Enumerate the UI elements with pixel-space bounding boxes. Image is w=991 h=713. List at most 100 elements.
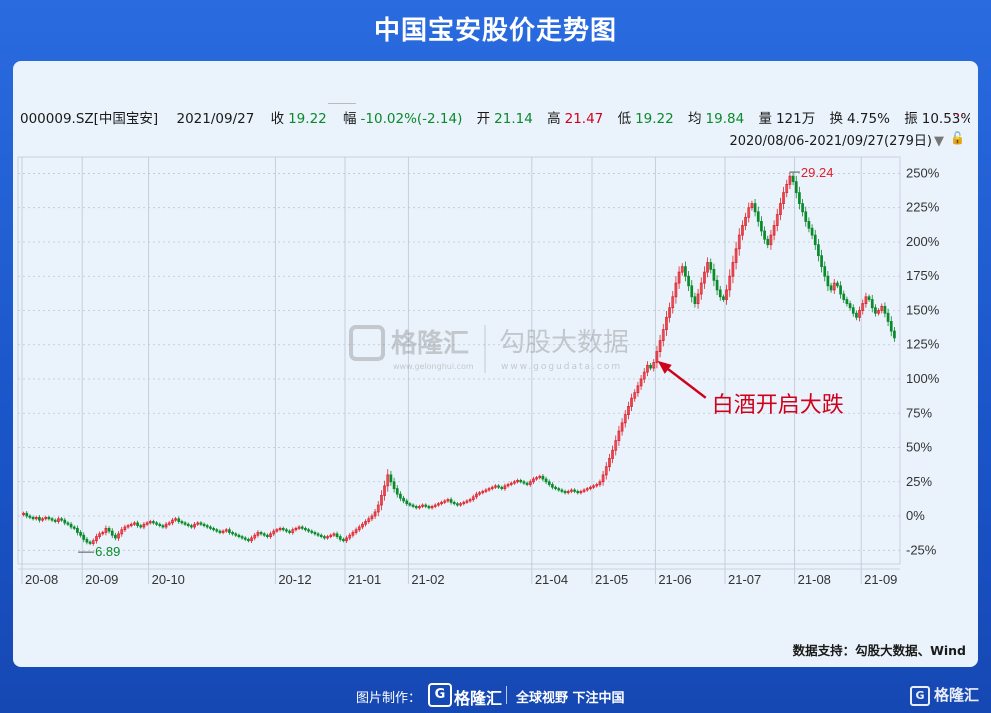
- candle: [148, 521, 152, 524]
- x-tick-label: 20-12: [278, 572, 311, 587]
- candle: [734, 248, 738, 263]
- watermark: 格隆汇 www.gelonghui.com 勾股大数据 www.gogudata.co…: [349, 325, 629, 373]
- candle: [174, 518, 177, 521]
- candle: [421, 504, 424, 507]
- high-value: 21.47: [564, 111, 604, 127]
- candle: [433, 504, 437, 507]
- y-tick-label: 200%: [906, 234, 940, 249]
- candle: [497, 485, 500, 488]
- candle: [516, 480, 519, 483]
- candle: [722, 296, 725, 300]
- page-title: 中国宝安股价走势图: [373, 16, 617, 46]
- change-label: 幅: [343, 111, 357, 127]
- watermark-left-brand: 格隆汇: [391, 328, 469, 359]
- candle: [880, 305, 884, 311]
- candle: [636, 385, 640, 394]
- candle: [674, 282, 678, 298]
- candle: [750, 203, 754, 209]
- candle: [60, 518, 63, 521]
- candle: [123, 526, 127, 531]
- candle: [782, 192, 785, 204]
- candle: [66, 522, 70, 525]
- candle: [133, 522, 136, 525]
- candle: [772, 225, 776, 236]
- candle: [449, 499, 453, 503]
- candle: [886, 312, 890, 322]
- candle: [798, 192, 801, 204]
- candle: [807, 221, 811, 229]
- stock-code: 000009.SZ[中国宝安]: [20, 111, 159, 127]
- candle: [478, 492, 481, 495]
- candle: [728, 275, 732, 291]
- candle: [228, 529, 231, 533]
- corner-logo: G 格隆汇: [909, 684, 979, 706]
- volume-value: 121万: [775, 111, 816, 127]
- candle: [395, 488, 399, 495]
- candle: [104, 527, 108, 533]
- candle: [617, 430, 621, 442]
- candle: [487, 488, 491, 491]
- candle: [373, 511, 377, 517]
- y-tick-label: 75%: [906, 405, 932, 420]
- candle: [766, 238, 770, 246]
- candle: [592, 485, 595, 488]
- candle: [34, 517, 38, 520]
- candle: [570, 489, 573, 492]
- candle: [117, 533, 120, 539]
- date-range-text: 2020/08/06-2021/09/27(279日): [729, 134, 932, 149]
- candle: [563, 490, 567, 494]
- more-menu-button[interactable]: ...: [952, 105, 964, 119]
- candle: [85, 538, 89, 543]
- min-price-label: 6.89: [95, 544, 120, 559]
- candle: [354, 529, 358, 533]
- candle: [820, 255, 823, 268]
- candle: [310, 530, 314, 533]
- gelonghui-logo-icon: G: [428, 683, 452, 707]
- candle: [285, 529, 288, 532]
- close-value: 19.22: [288, 111, 327, 127]
- candle: [304, 527, 307, 531]
- candle: [95, 536, 98, 542]
- y-tick-label: 0%: [906, 508, 925, 523]
- candle: [367, 518, 371, 522]
- candle: [874, 307, 877, 314]
- candle: [427, 506, 431, 509]
- candle: [471, 496, 475, 500]
- candle: [342, 538, 345, 542]
- candle: [829, 285, 833, 291]
- lock-icon[interactable]: 🔓: [950, 131, 965, 145]
- candle: [386, 474, 390, 487]
- open-value: 21.14: [494, 111, 533, 127]
- candle: [414, 506, 418, 509]
- y-tick-label: 175%: [906, 268, 940, 283]
- candle: [646, 364, 649, 373]
- watermark-right-sub: www.gogudata.com: [501, 362, 622, 372]
- candle: [528, 481, 532, 485]
- candle: [101, 532, 105, 535]
- candle: [269, 533, 272, 537]
- annotation-arrow: [662, 364, 707, 399]
- x-tick-label: 21-06: [658, 572, 691, 587]
- candle: [817, 244, 820, 257]
- candle: [861, 303, 865, 311]
- candle: [513, 481, 516, 484]
- candle: [250, 537, 253, 542]
- candle: [243, 537, 247, 540]
- candle: [193, 523, 196, 528]
- triangle-down-icon[interactable]: ▼: [934, 134, 944, 149]
- candle: [655, 351, 659, 363]
- candle: [731, 262, 735, 277]
- date-range-selector[interactable]: 2020/08/06-2021/09/27(279日) ▼: [729, 130, 944, 149]
- candle: [152, 521, 155, 524]
- candle: [247, 538, 250, 542]
- candle: [25, 512, 29, 517]
- candle: [22, 512, 25, 516]
- candle: [234, 533, 238, 536]
- candle: [639, 378, 643, 387]
- candle: [779, 203, 782, 215]
- candle: [642, 371, 646, 380]
- candle: [76, 527, 79, 533]
- candle: [171, 519, 174, 524]
- candle: [351, 532, 355, 536]
- candle: [481, 490, 485, 494]
